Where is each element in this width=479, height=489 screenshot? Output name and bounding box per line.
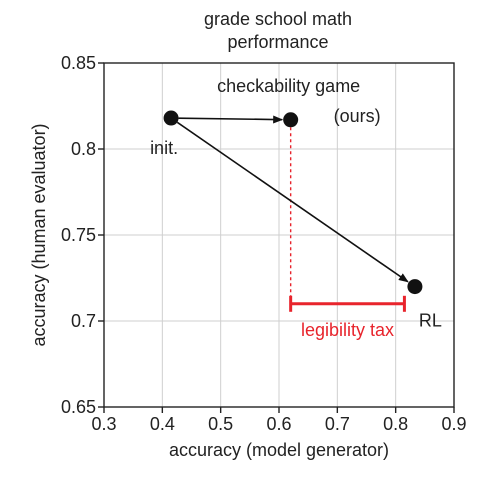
- x-tick-label: 0.9: [441, 414, 466, 434]
- label-init: init.: [150, 138, 178, 158]
- point-checkability: [283, 112, 299, 128]
- label-rl: RL: [419, 311, 442, 331]
- x-tick-label: 0.7: [325, 414, 350, 434]
- y-tick-label: 0.7: [71, 311, 96, 331]
- x-tick-label: 0.8: [383, 414, 408, 434]
- y-tick-label: 0.65: [61, 397, 96, 417]
- point-init: [163, 110, 179, 126]
- x-axis-label: accuracy (model generator): [169, 440, 389, 460]
- ticks: 0.3 0.4 0.5 0.6 0.7 0.8 0.9 0.65 0.7 0.75 0.8 0.85: [61, 53, 467, 434]
- marks: init. checkability game (ours) RL legibility…: [150, 76, 442, 340]
- arrow-init-to-rl: [176, 121, 409, 283]
- y-axis-label: accuracy (human evaluator): [29, 123, 49, 346]
- point-rl: [407, 279, 423, 295]
- grid: [104, 63, 454, 407]
- x-tick-label: 0.3: [91, 414, 116, 434]
- label-checkability-line-2: (ours): [334, 106, 381, 126]
- x-tick-label: 0.4: [150, 414, 175, 434]
- y-tick-label: 0.85: [61, 53, 96, 73]
- chart-title-line-1: grade school math: [204, 9, 352, 29]
- x-tick-label: 0.5: [208, 414, 233, 434]
- chart-title-line-2: performance: [227, 32, 328, 52]
- label-checkability-line-1: checkability game: [217, 76, 360, 96]
- y-tick-label: 0.75: [61, 225, 96, 245]
- legibility-tax-label: legibility tax: [301, 320, 394, 340]
- y-tick-label: 0.8: [71, 139, 96, 159]
- x-tick-label: 0.6: [266, 414, 291, 434]
- arrow-init-to-checkability: [178, 115, 284, 124]
